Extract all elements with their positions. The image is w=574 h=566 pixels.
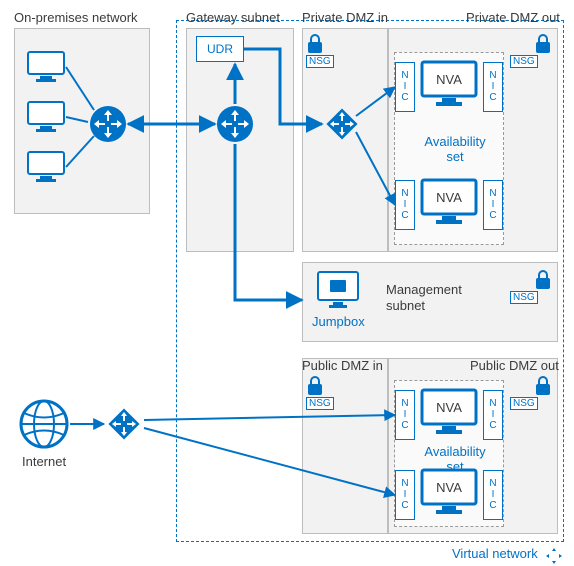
connectors: [0, 0, 574, 566]
